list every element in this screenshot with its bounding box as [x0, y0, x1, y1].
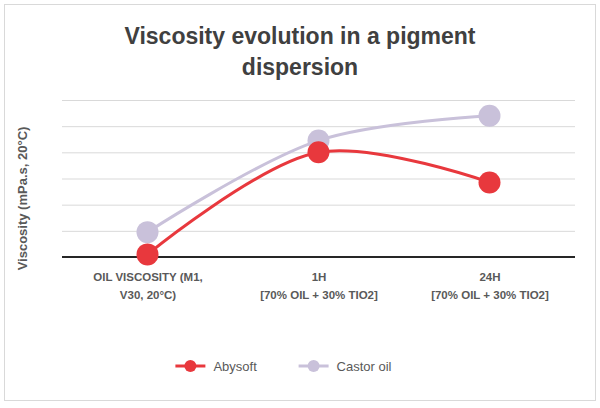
plot-area — [137, 105, 501, 266]
x-tick-label: 1H[70% OIL + 30% TIO2] — [260, 271, 378, 301]
y-tick — [62, 205, 575, 206]
x-tick-label: 24H[70% OIL + 30% TIO2] — [431, 271, 549, 301]
y-axis-line — [63, 101, 576, 258]
chart-title: Viscosity evolution in a pigmentdispersi… — [124, 23, 475, 80]
legend: Abysoft Castor oil — [175, 359, 391, 374]
x-tick: 24H[70% OIL + 30% TIO2] — [431, 257, 549, 301]
series-marker — [137, 243, 159, 265]
grid-line — [62, 126, 575, 127]
x-tick-label: OIL VISCOSITY (M1,V30, 20°C) — [93, 271, 203, 301]
series-marker — [137, 221, 159, 243]
chart-frame — [5, 5, 596, 401]
legend-label: Abysoft — [213, 359, 257, 374]
grid-line — [62, 100, 575, 101]
series-marker — [308, 141, 330, 163]
grid-line — [62, 205, 575, 206]
chart: Viscosity evolution in a pigmentdispersi… — [0, 0, 600, 408]
x-axis: OIL VISCOSITY (M1,V30, 20°C) 1H[70% OIL +… — [62, 257, 575, 301]
series-marker — [479, 105, 501, 127]
series-marker — [479, 171, 501, 193]
legend-marker — [184, 360, 196, 372]
y-axis-title: Viscosity (mPa.s, 20°C) — [15, 127, 30, 271]
x-tick: 1H[70% OIL + 30% TIO2] — [260, 257, 378, 301]
legend-marker — [308, 360, 320, 372]
y-tick — [62, 126, 575, 127]
legend-item: Abysoft — [175, 359, 257, 374]
legend-item: Castor oil — [299, 359, 392, 374]
y-tick — [62, 100, 575, 101]
series-line — [148, 151, 490, 255]
y-axis — [62, 101, 575, 258]
legend-label: Castor oil — [337, 359, 392, 374]
